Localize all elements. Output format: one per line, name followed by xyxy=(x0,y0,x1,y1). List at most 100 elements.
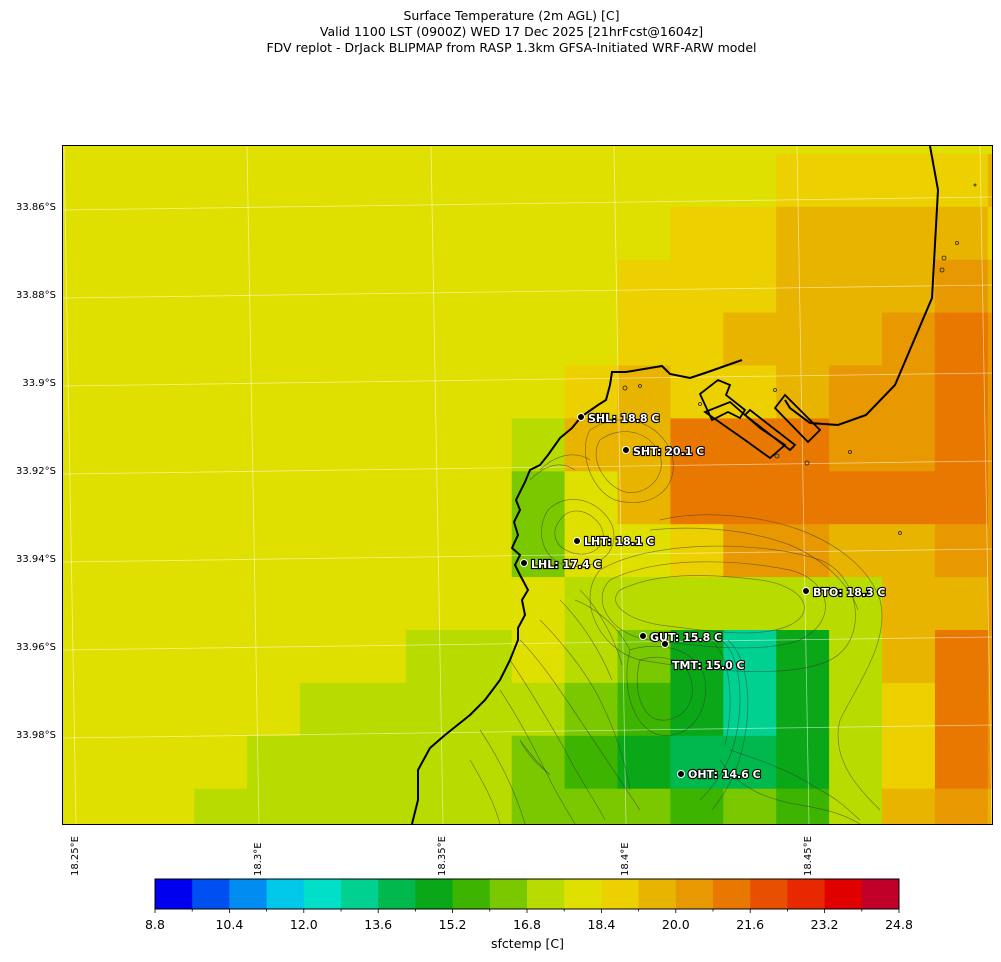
grid-cell xyxy=(511,312,566,367)
station-label: OHT: 14.6 C xyxy=(688,768,761,781)
station-label: SHT: 20.1 C xyxy=(633,445,704,458)
longitude-tick-label: 18.4°E xyxy=(620,842,631,876)
grid-cell xyxy=(141,146,195,155)
grid-cell xyxy=(247,153,301,208)
grid-cell xyxy=(723,146,777,155)
colorbar-tick-label: 20.0 xyxy=(661,917,690,932)
grid-cell xyxy=(829,206,883,261)
grid-cell xyxy=(405,524,460,578)
grid-cell xyxy=(63,630,90,684)
grid-cell xyxy=(882,577,936,631)
colorbar-tick-label: 18.4 xyxy=(587,917,616,932)
grid-cell xyxy=(829,471,883,525)
grid-cell xyxy=(670,312,724,367)
grid-cell xyxy=(882,682,936,737)
figure-title: Surface Temperature (2m AGL) [C] Valid 1… xyxy=(0,8,1001,56)
grid-cell xyxy=(617,312,671,367)
grid-cell xyxy=(511,206,566,261)
grid-cell xyxy=(88,365,142,419)
grid-cell xyxy=(934,788,989,824)
grid-cell xyxy=(247,577,301,631)
grid-cell xyxy=(141,471,195,525)
station-label: SHL: 18.8 C xyxy=(588,412,659,425)
grid-cell xyxy=(670,735,724,790)
grid-cell xyxy=(141,577,195,631)
grid-cell xyxy=(300,577,354,631)
grid-cell xyxy=(617,206,671,261)
grid-cell xyxy=(987,365,992,419)
colorbar-swatch xyxy=(229,879,268,909)
grid-cell xyxy=(63,365,90,419)
grid-cell xyxy=(934,735,989,790)
station-marker xyxy=(802,587,810,595)
colorbar-swatch xyxy=(713,879,751,909)
grid-cell xyxy=(776,365,830,419)
grid-cell xyxy=(458,524,513,578)
grid-cell xyxy=(458,206,513,261)
grid-cell xyxy=(829,146,883,155)
colorbar-swatch xyxy=(452,879,491,909)
grid-cell xyxy=(987,312,992,367)
grid-cell xyxy=(987,259,992,314)
grid-cell xyxy=(882,153,936,208)
grid-cell xyxy=(458,471,513,525)
grid-cell xyxy=(194,524,248,578)
grid-cell xyxy=(405,365,460,419)
grid-cell xyxy=(511,682,566,737)
grid-cell xyxy=(776,312,830,367)
grid-cell xyxy=(247,630,301,684)
grid-cell xyxy=(141,682,195,737)
grid-cell xyxy=(670,524,724,578)
grid-cell xyxy=(194,788,248,824)
grid-cell xyxy=(511,471,566,525)
grid-cell xyxy=(670,577,724,631)
grid-cell xyxy=(670,682,724,737)
grid-cell xyxy=(141,418,195,472)
colorbar-tick-label: 15.2 xyxy=(438,917,467,932)
grid-cell xyxy=(934,524,989,578)
latitude-tick-label: 33.96°S xyxy=(16,642,56,653)
grid-cell xyxy=(987,630,992,684)
grid-cell xyxy=(564,577,619,631)
title-line-3: FDV replot - DrJack BLIPMAP from RASP 1.… xyxy=(266,40,757,55)
grid-cell xyxy=(405,630,460,684)
grid-cell xyxy=(194,146,248,155)
grid-cell xyxy=(88,312,142,367)
grid-cell xyxy=(723,206,777,261)
grid-cell xyxy=(353,630,407,684)
grid-cell xyxy=(511,788,566,824)
grid-cell xyxy=(617,471,671,525)
grid-cell xyxy=(723,312,777,367)
grid-cell xyxy=(670,153,724,208)
title-line-2: Valid 1100 LST (0900Z) WED 17 Dec 2025 [… xyxy=(319,24,704,39)
grid-cell xyxy=(511,418,566,472)
longitude-tick-label: 18.45°E xyxy=(803,836,814,876)
grid-cell xyxy=(987,577,992,631)
grid-cell xyxy=(617,153,671,208)
grid-cell xyxy=(194,418,248,472)
grid-cell xyxy=(882,471,936,525)
grid-cell xyxy=(934,630,989,684)
grid-cell xyxy=(353,146,407,155)
grid-cell xyxy=(564,682,619,737)
station-label: GUT: 15.8 C xyxy=(650,631,722,644)
grid-cell xyxy=(194,312,248,367)
grid-cell xyxy=(617,146,671,155)
grid-cell xyxy=(247,682,301,737)
grid-cell xyxy=(63,146,90,155)
grid-cell xyxy=(194,577,248,631)
grid-cell xyxy=(88,577,142,631)
grid-cell xyxy=(247,365,301,419)
grid-cell xyxy=(458,146,513,155)
colorbar-tick-label: 13.6 xyxy=(364,917,393,932)
grid-cell xyxy=(511,259,566,314)
grid-cell xyxy=(934,206,989,261)
grid-cell xyxy=(247,259,301,314)
grid-cell xyxy=(300,146,354,155)
grid-cell xyxy=(88,206,142,261)
grid-cell xyxy=(723,577,777,631)
grid-cell xyxy=(88,735,142,790)
grid-cell xyxy=(617,577,671,631)
grid-cell xyxy=(829,418,883,472)
grid-cell xyxy=(353,418,407,472)
